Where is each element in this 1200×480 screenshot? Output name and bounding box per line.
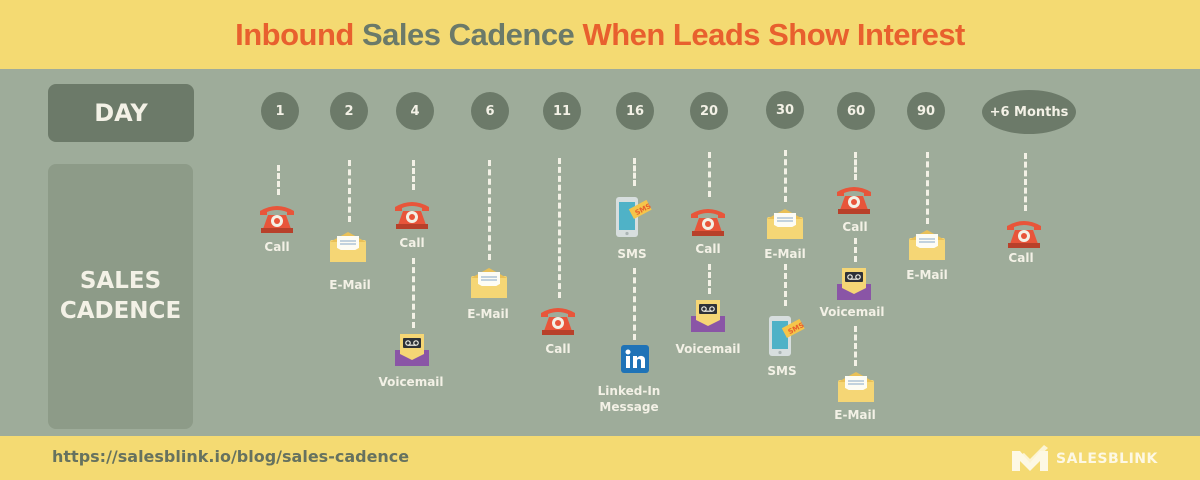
brand-logo: SALESBLINK <box>1010 445 1158 473</box>
title-part-inbound: Inbound <box>235 16 354 52</box>
connector-line <box>558 158 561 298</box>
connector-line <box>854 326 857 366</box>
voicemail-icon <box>834 266 874 302</box>
sms-icon <box>765 314 805 358</box>
cadence-diagram <box>0 69 1200 436</box>
connector-line <box>926 152 929 224</box>
day-circle-2: 2 <box>330 92 368 130</box>
linkedin-icon <box>620 344 650 374</box>
activity-label-call: Call <box>842 220 868 234</box>
day-circle-1: 1 <box>261 92 299 130</box>
connector-line <box>708 264 711 294</box>
connector-line <box>854 238 857 262</box>
connector-line <box>633 268 636 340</box>
day-circle-11: 11 <box>543 92 581 130</box>
activity-label-email: E-Mail <box>764 247 806 261</box>
connector-line <box>277 165 280 195</box>
source-url: https://salesblink.io/blog/sales-cadence <box>52 447 410 466</box>
salesblink-logo-icon <box>1012 445 1048 471</box>
phone-icon <box>392 199 432 231</box>
connector-line <box>854 152 857 180</box>
phone-icon <box>257 203 297 235</box>
connector-line <box>412 258 415 328</box>
connector-line <box>1024 153 1027 211</box>
page-title: Inbound Sales Cadence When Leads Show In… <box>235 17 965 53</box>
sales-cadence-label: SALES CADENCE <box>48 164 193 429</box>
activity-label-linkedin: Linked-In Message <box>579 383 679 415</box>
voicemail-icon <box>688 298 728 334</box>
activity-label-email: E-Mail <box>906 268 948 282</box>
phone-icon <box>538 305 578 337</box>
day-circle-4: 4 <box>396 92 434 130</box>
brand-name: SALESBLINK <box>1056 451 1158 467</box>
connector-line <box>488 160 491 260</box>
day-circle-16: 16 <box>616 92 654 130</box>
activity-label-sms: SMS <box>617 247 647 261</box>
sales-cadence-line2: CADENCE <box>59 297 182 324</box>
envelope-icon <box>765 209 805 241</box>
envelope-icon <box>836 372 876 404</box>
connector-line <box>784 150 787 202</box>
day-circle-90: 90 <box>907 92 945 130</box>
day-row-label: DAY <box>48 84 194 142</box>
connector-line <box>708 152 711 197</box>
day-circle-6: 6 <box>471 92 509 130</box>
sms-icon <box>612 195 652 239</box>
activity-label-call: Call <box>695 242 721 256</box>
activity-label-voicemail: Voicemail <box>675 342 741 356</box>
day-circle-20: 20 <box>690 92 728 130</box>
connector-line <box>348 160 351 222</box>
activity-label-voicemail: Voicemail <box>819 305 885 319</box>
activity-label-email: E-Mail <box>467 307 509 321</box>
activity-label-email: E-Mail <box>329 278 371 292</box>
activity-label-call: Call <box>264 240 290 254</box>
footer-banner: https://salesblink.io/blog/sales-cadence… <box>0 436 1200 480</box>
title-part-when-leads: When Leads Show Interest <box>582 16 965 52</box>
title-part-sales-cadence: Sales Cadence <box>361 16 575 52</box>
activity-label-email: E-Mail <box>834 408 876 422</box>
day-circle-6-months: +6 Months <box>982 90 1076 134</box>
title-banner: Inbound Sales Cadence When Leads Show In… <box>0 0 1200 69</box>
phone-icon <box>834 184 874 216</box>
linkedin-label-line2: Message <box>599 400 659 415</box>
linkedin-label-line1: Linked-In <box>597 384 661 398</box>
activity-label-call: Call <box>1008 251 1034 265</box>
activity-label-call: Call <box>399 236 425 250</box>
phone-icon <box>1004 218 1044 250</box>
envelope-icon <box>469 268 509 300</box>
connector-line <box>784 264 787 306</box>
activity-label-voicemail: Voicemail <box>378 375 444 389</box>
connector-line <box>412 160 415 190</box>
phone-icon <box>688 206 728 238</box>
envelope-icon <box>907 230 947 262</box>
activity-label-sms: SMS <box>767 364 797 378</box>
voicemail-icon <box>392 332 432 368</box>
activity-label-call: Call <box>545 342 571 356</box>
day-circle-60: 60 <box>837 92 875 130</box>
sales-cadence-line1: SALES <box>79 267 162 294</box>
day-circle-30: 30 <box>766 91 804 129</box>
connector-line <box>633 158 636 186</box>
